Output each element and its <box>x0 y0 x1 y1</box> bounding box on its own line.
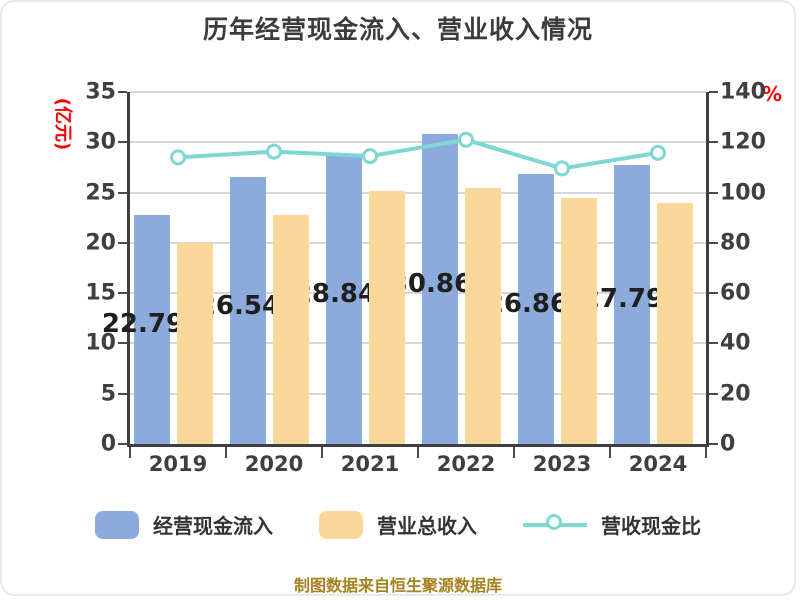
bar-cash-inflow-2019 <box>134 214 170 444</box>
legend-label: 经营现金流入 <box>153 514 273 538</box>
bar-total-revenue-2022 <box>465 187 501 444</box>
left-axis-tick-label: 5 <box>100 381 116 407</box>
legend-swatch-orange <box>319 510 363 539</box>
gridline <box>130 91 706 93</box>
right-tick <box>709 342 718 345</box>
right-axis-tick-label: 60 <box>720 280 751 306</box>
gridline <box>130 292 706 295</box>
x-axis-tick <box>609 447 611 458</box>
left-tick <box>118 292 127 295</box>
x-axis-tick <box>321 447 323 458</box>
bar-total-revenue-2020 <box>273 214 309 444</box>
left-tick <box>118 241 127 244</box>
x-axis-label-2021: 2021 <box>340 452 400 476</box>
bar-cash-inflow-2024 <box>614 164 650 444</box>
plot-area: 0 5 10 15 20 25 30 35 0 20 40 60 80 100 120 140 22.796 20… <box>85 80 766 477</box>
legend-item-cash-inflow: 经营现金流入 <box>95 510 273 539</box>
right-tick <box>709 292 718 295</box>
bar-cash-inflow-2020 <box>230 177 266 444</box>
x-axis-tick <box>705 447 707 458</box>
bar-total-revenue-2019 <box>177 242 213 444</box>
right-axis-unit: % <box>762 82 783 106</box>
x-axis-label-2020: 2020 <box>244 452 304 476</box>
right-tick <box>709 241 718 244</box>
cash-ratio-marker-2020 <box>266 143 282 160</box>
left-axis-tick-label: 20 <box>85 230 116 256</box>
bar-total-revenue-2021 <box>369 190 405 444</box>
left-axis-tick-label: 0 <box>100 431 116 457</box>
right-axis-tick-label: 0 <box>720 431 736 457</box>
left-tick <box>118 141 127 144</box>
left-axis-tick-label: 35 <box>85 79 116 105</box>
bar-cash-inflow-2022 <box>422 133 458 444</box>
left-tick <box>118 91 127 93</box>
bar-total-revenue-2023 <box>561 197 597 444</box>
x-axis-label-2024: 2024 <box>628 452 688 476</box>
left-axis-tick-label: 30 <box>85 129 116 155</box>
right-axis-tick-label: 80 <box>720 230 751 256</box>
left-axis-tick-label: 15 <box>85 280 116 306</box>
x-axis-tick <box>225 447 227 458</box>
legend-label: 营收现金比 <box>601 514 701 538</box>
data-source-caption: 制图数据来自恒生聚源数据库 <box>293 576 502 595</box>
bar-cash-inflow-2021 <box>326 153 362 444</box>
cash-ratio-marker-2019 <box>170 149 186 166</box>
x-axis-label-2019: 2019 <box>148 452 208 476</box>
right-axis-tick-label: 140 <box>720 79 766 105</box>
bar-cash-inflow-2023 <box>518 173 554 444</box>
right-axis-tick-label: 100 <box>720 180 766 206</box>
right-tick <box>709 141 718 144</box>
right-tick <box>709 91 718 93</box>
cash-ratio-marker-2023 <box>554 160 570 177</box>
right-axis-tick-label: 20 <box>720 381 751 407</box>
bottom-axis-line <box>127 444 709 447</box>
chart-title: 历年经营现金流入、营业收入情况 <box>202 15 593 44</box>
gridline <box>130 241 706 244</box>
x-axis-tick <box>129 447 131 458</box>
bar-total-revenue-2024 <box>657 202 693 444</box>
legend-item-cash-ratio: 营收现金比 <box>523 510 701 539</box>
left-axis-tick-label: 10 <box>85 330 116 356</box>
right-tick <box>709 443 718 445</box>
legend-line-marker-icon <box>523 511 587 539</box>
left-tick <box>118 342 127 345</box>
x-axis-label-2022: 2022 <box>436 452 496 476</box>
left-axis-line <box>127 92 130 444</box>
left-tick <box>118 191 127 194</box>
x-axis-tick <box>513 447 515 458</box>
cash-ratio-marker-2021 <box>362 148 378 165</box>
right-axis-tick-label: 120 <box>720 129 766 155</box>
right-axis-line <box>706 92 709 444</box>
gridline <box>130 342 706 345</box>
x-axis-label-2023: 2023 <box>532 452 592 476</box>
gridline <box>130 191 706 194</box>
left-tick <box>118 443 127 445</box>
cash-ratio-marker-2024 <box>650 144 666 161</box>
left-axis-unit: (亿元) <box>52 97 73 151</box>
legend-label: 营业总收入 <box>377 514 477 538</box>
gridline <box>130 392 706 395</box>
legend-swatch-blue <box>95 510 139 539</box>
x-axis-tick <box>417 447 419 458</box>
gridline <box>130 141 706 144</box>
legend-item-total-revenue: 营业总收入 <box>319 510 477 539</box>
cash-ratio-marker-2022 <box>458 131 474 148</box>
left-axis-tick-label: 25 <box>85 180 116 206</box>
left-tick <box>118 392 127 395</box>
right-tick <box>709 191 718 194</box>
right-axis-tick-label: 40 <box>720 330 751 356</box>
cash-ratio-line <box>170 131 666 177</box>
right-tick <box>709 392 718 395</box>
legend: 经营现金流入 营业总收入 营收现金比 <box>2 510 794 539</box>
